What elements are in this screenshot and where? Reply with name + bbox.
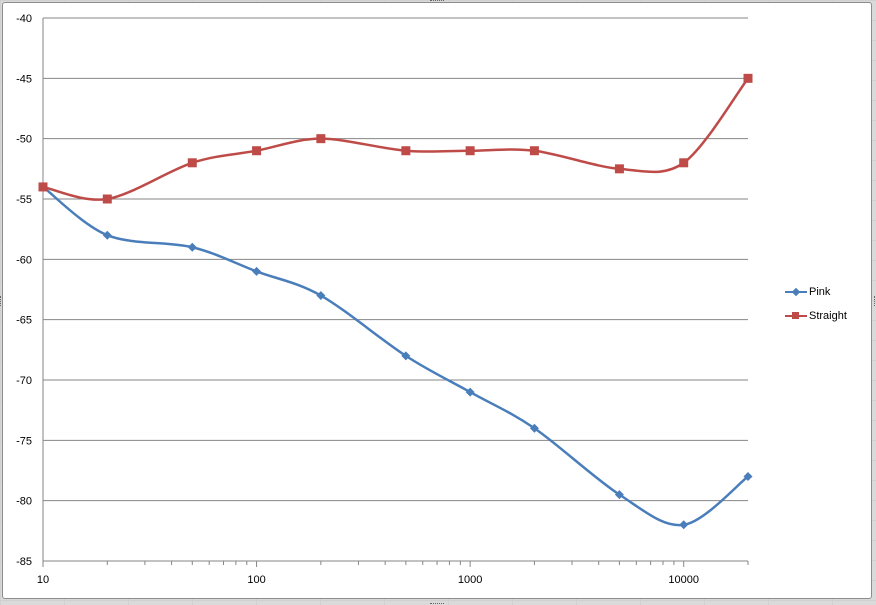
series-line-pink	[42, 185, 749, 527]
y-tick-label: -70	[16, 375, 32, 387]
data-point-straight	[102, 194, 112, 204]
data-point-straight	[38, 182, 48, 192]
data-point-straight	[401, 146, 411, 156]
data-point-pink	[316, 291, 326, 301]
series-pink	[38, 182, 753, 530]
resize-handle-left[interactable]	[0, 296, 5, 306]
data-point-straight	[743, 73, 753, 83]
data-point-pink	[465, 387, 475, 397]
y-tick-label: -50	[16, 134, 32, 146]
data-point-pink	[679, 520, 689, 530]
x-tick-labels: 10 100 1000 10000	[37, 574, 699, 586]
data-point-straight	[465, 146, 475, 156]
data-point-pink	[614, 490, 624, 500]
resize-handle-bottom[interactable]	[430, 598, 444, 604]
data-point-straight	[252, 146, 262, 156]
y-tick-label: -65	[16, 315, 32, 327]
data-point-pink	[102, 230, 112, 240]
y-tick-label: -80	[16, 496, 32, 508]
resize-handle-right[interactable]	[870, 296, 875, 306]
data-point-straight	[187, 158, 197, 168]
legend-label-pink: Pink	[809, 286, 831, 298]
y-tick-label: -75	[16, 435, 32, 447]
resize-handle-top[interactable]	[430, 0, 444, 6]
x-tick-label: 100	[247, 574, 265, 586]
x-tick-label: 1000	[458, 574, 482, 586]
y-tick-label: -40	[16, 13, 32, 25]
y-tick-label: -55	[16, 194, 32, 206]
data-point-straight	[529, 146, 539, 156]
y-tick-label: -85	[16, 556, 32, 568]
data-point-pink	[529, 423, 539, 433]
data-point-pink	[187, 242, 197, 252]
data-point-pink	[743, 472, 753, 482]
series-straight	[38, 73, 753, 204]
data-point-straight	[316, 134, 326, 144]
x-tick-label: 10	[37, 574, 49, 586]
legend-key-straight	[785, 311, 807, 321]
grid-lines	[43, 17, 748, 562]
x-tick-label: 10000	[668, 574, 699, 586]
y-tick-labels: -40 -45 -50 -55 -60 -65 -70 -75 -80 -85	[16, 13, 32, 568]
y-tick-label: -60	[16, 254, 32, 266]
legend-item-straight[interactable]: Straight	[785, 304, 847, 328]
data-point-straight	[679, 158, 689, 168]
axes	[42, 18, 749, 567]
data-point-pink	[401, 351, 411, 361]
legend[interactable]: Pink Straight	[785, 280, 847, 328]
legend-label-straight: Straight	[809, 310, 847, 322]
y-tick-label: -45	[16, 73, 32, 85]
data-point-pink	[252, 266, 262, 276]
legend-item-pink[interactable]: Pink	[785, 280, 847, 304]
legend-key-pink	[785, 287, 807, 297]
data-point-straight	[614, 164, 624, 174]
series-layer	[38, 73, 753, 530]
